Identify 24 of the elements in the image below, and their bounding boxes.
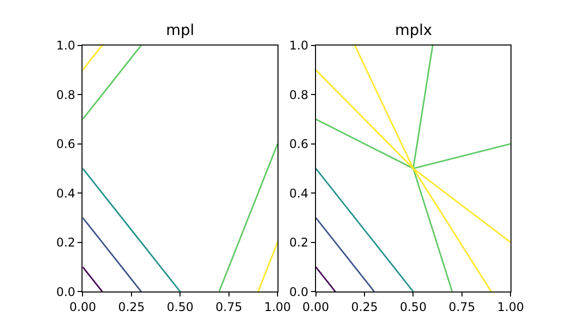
x-tick-label: 0.00 — [302, 300, 330, 314]
x-tick-label: 0.75 — [448, 300, 476, 314]
x-tick-label: 1.00 — [264, 300, 291, 314]
y-tick-label: 0.6 — [56, 137, 76, 152]
x-tick-label: 1.00 — [497, 300, 524, 314]
chart-title: mplx — [395, 21, 432, 39]
x-tick-label: 0.50 — [166, 300, 194, 314]
y-tick-label: 0.4 — [56, 186, 76, 200]
y-tick-label: 0.8 — [289, 88, 308, 102]
x-tick-label: 0.25 — [118, 300, 145, 314]
y-tick-label: 0.0 — [289, 284, 308, 299]
y-tick-label: 0.6 — [289, 137, 308, 152]
y-tick-label: 0.8 — [56, 88, 76, 102]
y-tick-label: 0.2 — [56, 236, 76, 250]
y-tick-label: 1.0 — [289, 38, 308, 53]
x-tick-label: 0.25 — [351, 300, 378, 314]
y-tick-label: 0.2 — [289, 236, 308, 250]
x-tick-label: 0.75 — [216, 300, 242, 314]
x-tick-label: 0.00 — [69, 300, 96, 314]
chart-title: mpl — [166, 21, 194, 39]
y-tick-label: 0.4 — [289, 186, 308, 200]
y-tick-label: 1.0 — [56, 38, 76, 53]
y-tick-label: 0.0 — [56, 284, 76, 299]
x-tick-label: 0.50 — [400, 300, 427, 314]
